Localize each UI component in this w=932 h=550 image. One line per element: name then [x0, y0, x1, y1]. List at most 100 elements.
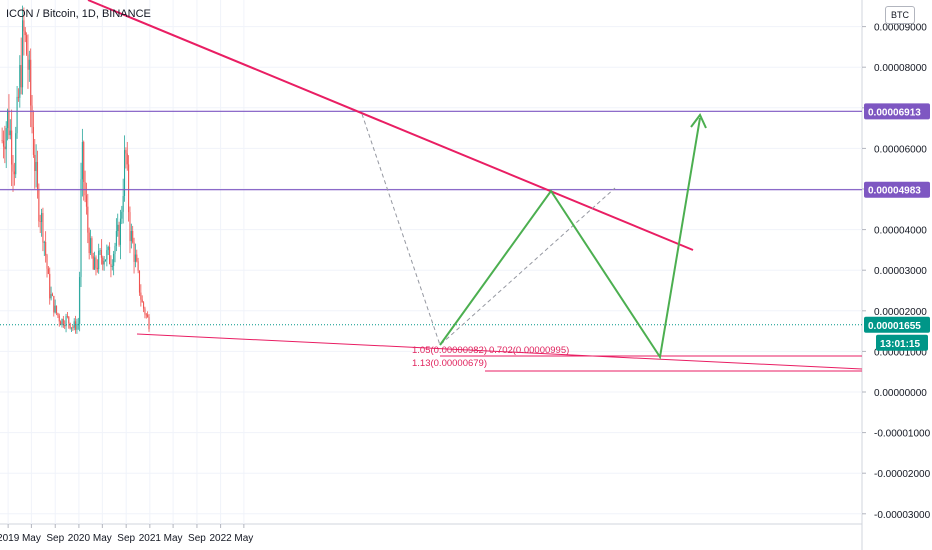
candle-body: [23, 20, 25, 32]
x-tick-label: May: [93, 533, 112, 544]
candle-body: [57, 313, 59, 316]
level-price-label: 0.00006913: [868, 107, 921, 118]
candle-body: [107, 246, 109, 251]
countdown-label: 13:01:15: [880, 339, 920, 350]
candle-body: [69, 323, 71, 329]
candle-body: [136, 254, 138, 262]
candle-body: [4, 146, 6, 150]
candle-body: [89, 238, 92, 254]
candle-body: [51, 294, 54, 296]
candle-body: [42, 213, 44, 243]
candle-body: [133, 242, 135, 262]
candle-body: [17, 96, 20, 98]
x-tick-label: Sep: [46, 533, 64, 544]
candle-body: [114, 245, 116, 254]
y-tick-label: -0.00002000: [874, 469, 931, 480]
candle-body: [145, 314, 147, 316]
x-tick-label: 2020: [68, 533, 91, 544]
candle-body: [54, 305, 56, 313]
candle-body: [49, 273, 51, 299]
candle-body: [144, 308, 146, 315]
y-tick-label: 0.00004000: [874, 226, 927, 237]
candle-body: [87, 206, 89, 233]
candle-body: [109, 246, 111, 265]
candle-body: [68, 316, 70, 324]
candle-body: [58, 315, 60, 322]
candle-body: [1, 140, 3, 142]
candle-body: [148, 317, 150, 330]
candle-body: [143, 302, 145, 309]
currency-button[interactable]: BTC: [885, 6, 915, 24]
candle-body: [137, 261, 139, 271]
candle-body: [15, 133, 17, 175]
projection-arrow-head: [690, 113, 707, 129]
candle-body: [66, 316, 68, 317]
y-tick-label: 0.00003000: [874, 266, 927, 277]
candle-body: [11, 130, 13, 165]
x-tick-label: May: [22, 533, 41, 544]
candle-body: [64, 325, 66, 327]
candle-body: [46, 255, 48, 269]
candle-body: [72, 327, 74, 329]
candle-body: [92, 256, 94, 270]
candle-body: [7, 110, 9, 129]
x-tick-label: 2022: [209, 533, 232, 544]
candle-body: [13, 171, 15, 175]
candle-body: [102, 257, 104, 265]
candle-body: [98, 250, 100, 270]
candle-body: [121, 211, 123, 219]
candle-body: [125, 150, 127, 154]
candle-body: [80, 179, 82, 278]
candle-body: [43, 242, 45, 243]
level-price-tag: [864, 103, 930, 120]
candle-body: [88, 232, 90, 254]
support-trendline: [136, 333, 863, 370]
candle-body: [141, 299, 143, 303]
level-price-tag: [864, 181, 930, 198]
candle-body: [134, 254, 136, 262]
y-tick-label: 0.00000000: [874, 388, 927, 399]
candle-body: [9, 130, 11, 136]
candle-body: [115, 230, 117, 246]
candle-body: [103, 260, 105, 265]
time-axis[interactable]: 2019MaySep2020MaySep2021MaySep2022May: [0, 524, 253, 544]
candle-body: [113, 253, 115, 266]
candle-body: [81, 142, 83, 180]
current-price-tag: [864, 316, 930, 333]
x-tick-label: 2021: [139, 533, 162, 544]
candle-body: [61, 319, 63, 325]
grid-lines: [0, 0, 863, 550]
y-tick-label: -0.00003000: [874, 510, 931, 521]
candle-body: [122, 195, 124, 212]
candle-body: [21, 20, 24, 88]
candle-body: [45, 242, 47, 256]
candle-body: [36, 161, 39, 189]
candle-body: [19, 65, 21, 98]
candle-body: [27, 54, 29, 70]
candle-body: [70, 327, 73, 329]
candle-body: [55, 305, 58, 314]
candle-body: [34, 154, 36, 171]
candle-body: [129, 212, 131, 242]
candle-body: [94, 257, 96, 270]
x-tick-label: Sep: [188, 533, 206, 544]
candle-body: [26, 35, 28, 55]
candle-body: [79, 277, 81, 324]
candle-body: [65, 316, 67, 327]
candle-body: [28, 59, 30, 70]
candle-body: [128, 164, 130, 213]
projection-path: [439, 117, 701, 360]
y-tick-label: -0.00001000: [874, 429, 931, 440]
candle-body: [96, 267, 98, 270]
x-tick-label: 2019: [0, 533, 20, 544]
candle-body: [20, 65, 22, 88]
candle-body: [41, 213, 43, 222]
candle-body: [60, 321, 62, 325]
candle-body: [62, 319, 64, 326]
y-tick-label: 0.00006000: [874, 144, 927, 155]
candle-body: [38, 188, 40, 222]
price-axis[interactable]: 0.000090000.000080000.000070000.00006000…: [862, 23, 931, 521]
y-tick-label: 0.00001000: [874, 347, 927, 358]
y-tick-label: 0.00002000: [874, 307, 927, 318]
